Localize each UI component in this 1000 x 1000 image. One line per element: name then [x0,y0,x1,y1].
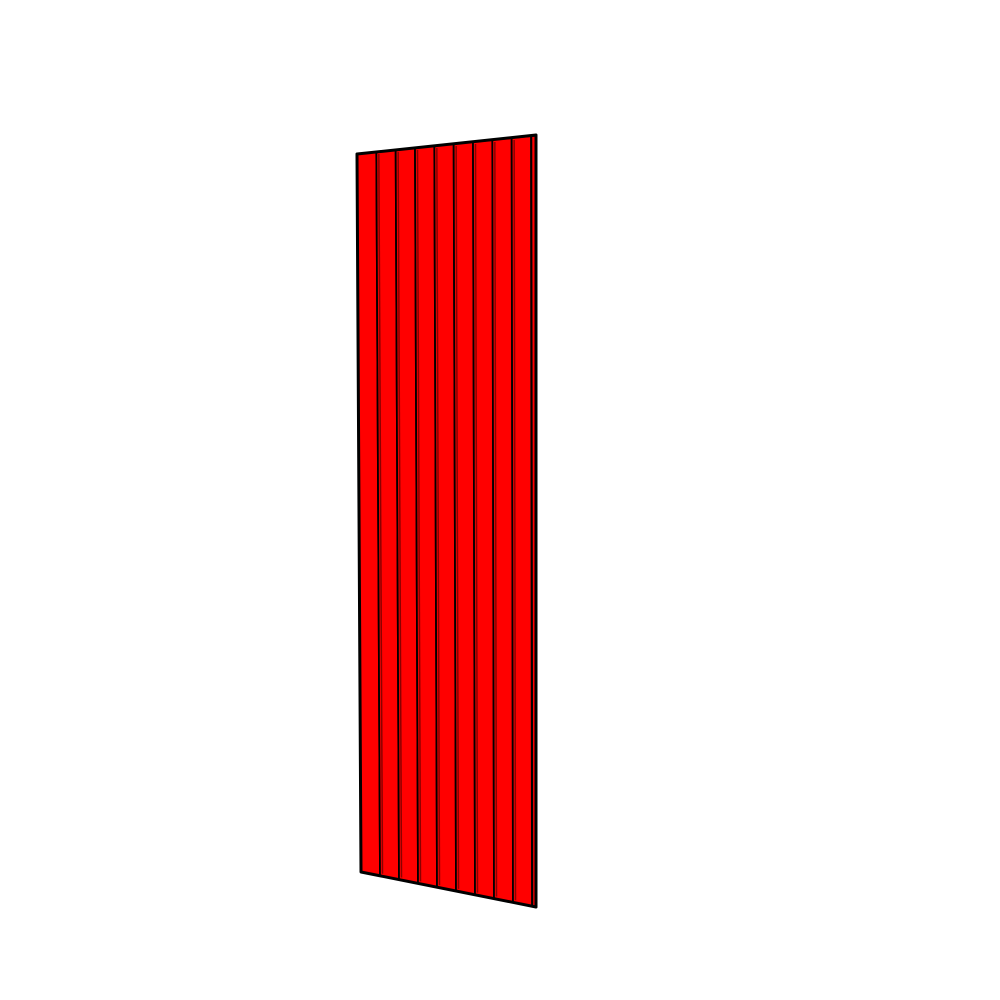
slat-groove-shadow [513,139,517,901]
slat-groove-shadow [474,143,479,893]
panel-outline [355,133,538,909]
slat-groove-shadow [494,141,498,897]
slat-groove-shadow [378,153,384,874]
slat-groove-shadow [416,149,422,882]
slat-groove-shadow [436,147,441,886]
slat-groove-shadow [397,151,403,878]
slatted-panel [355,133,538,909]
slat-groove-shadow [455,145,460,889]
